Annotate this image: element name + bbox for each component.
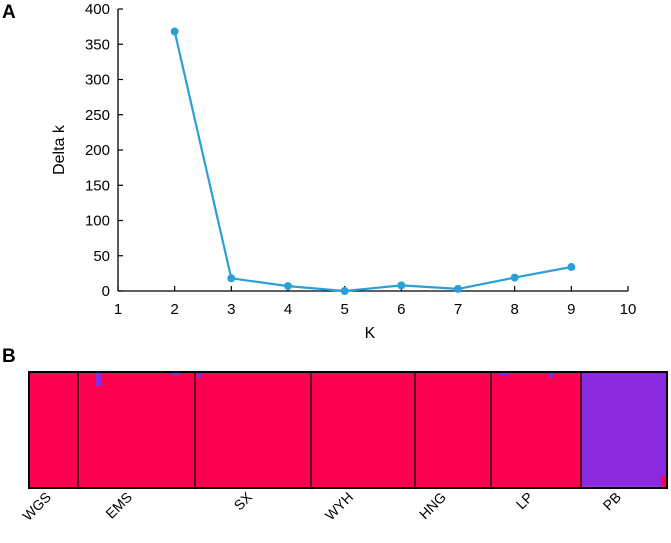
cluster1-block [491, 372, 581, 488]
y-tick-label: 300 [85, 72, 110, 89]
delta-k-point [510, 273, 519, 282]
admixture-trace [197, 372, 201, 378]
x-tick-label: 5 [340, 301, 348, 318]
y-tick-label: 100 [85, 213, 110, 230]
x-tick-label: 1 [114, 301, 122, 318]
delta-k-point [454, 284, 462, 293]
x-axis-label: K [365, 325, 376, 342]
x-tick-label: 6 [397, 301, 405, 318]
population-label: PB [600, 489, 625, 514]
cluster1-block [195, 372, 311, 488]
cluster1-block [78, 372, 195, 488]
y-tick-label: 0 [102, 283, 110, 300]
x-tick-label: 3 [227, 301, 235, 318]
population-label: WYH [322, 489, 356, 523]
structure-bar-plot: WGS EMS SX WYH HNG LP PB [19, 371, 668, 524]
y-tick-label: 50 [93, 248, 110, 265]
population-label: LP [513, 489, 536, 512]
admixture-trace [172, 372, 180, 375]
y-tick-label: 250 [85, 107, 110, 124]
x-tick-label: 4 [284, 301, 292, 318]
population-label: EMS [102, 489, 135, 522]
y-tick-label: 350 [85, 36, 110, 53]
delta-k-point [340, 287, 349, 295]
population-label: SX [231, 488, 256, 513]
cluster1-block [311, 372, 415, 488]
panel-a-letter: A [2, 2, 16, 23]
x-tick-label: 7 [454, 301, 462, 318]
y-tick-label: 400 [85, 1, 110, 18]
x-tick-label: 8 [510, 301, 518, 318]
panel-b-letter: B [2, 346, 16, 367]
population-label: HNG [416, 489, 449, 522]
delta-k-point [284, 282, 292, 291]
delta-k-point [227, 274, 236, 283]
delta-k-point [397, 281, 406, 290]
x-tick-label: 2 [170, 301, 178, 318]
y-axis-label: Delta k [51, 124, 68, 175]
x-tick-label: 9 [567, 301, 575, 318]
delta-k-point [567, 263, 576, 272]
cluster1-block [29, 372, 78, 488]
y-tick-label: 150 [85, 177, 110, 194]
delta-k-line-chart: 0 50 100 150 200 250 300 350 400 1 2 3 4 5 6 7 8 9 10 K Delt… [51, 1, 636, 342]
admixture-trace [96, 372, 101, 386]
x-tick-label: 10 [620, 301, 637, 318]
delta-k-point [170, 27, 179, 36]
admixture-trace [549, 372, 553, 378]
cluster2-block [581, 372, 667, 487]
admixture-trace [500, 372, 510, 375]
population-label: WGS [19, 489, 54, 524]
cluster1-block [415, 372, 491, 488]
admixture-trace [661, 476, 666, 488]
delta-k-series-line [173, 31, 572, 293]
y-tick-label: 200 [85, 142, 110, 159]
plot-frame [28, 371, 668, 489]
